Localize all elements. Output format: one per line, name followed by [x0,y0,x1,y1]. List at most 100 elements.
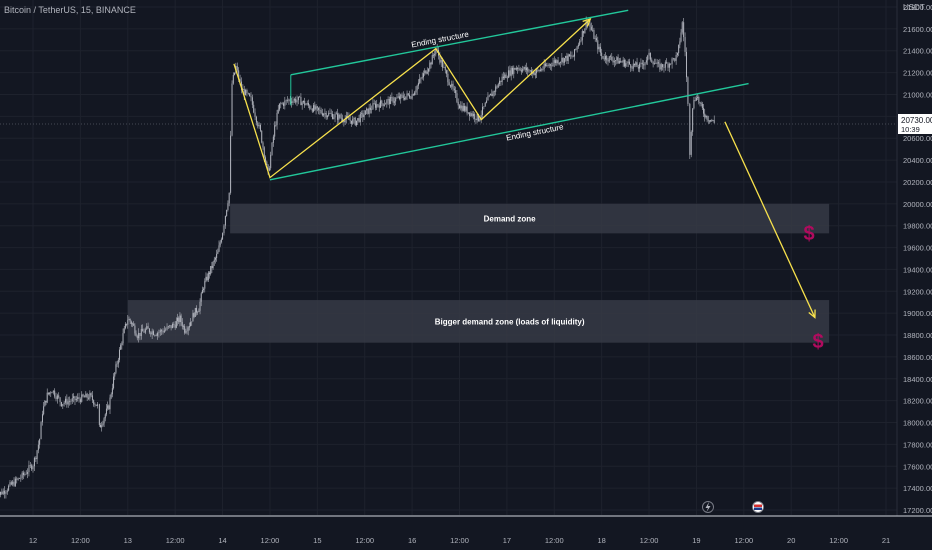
candle-body [549,64,551,66]
channel-line-2[interactable] [269,82,749,181]
candle-body [383,104,385,106]
candle-body [398,96,400,100]
flag-icon[interactable] [752,501,764,513]
candle-body [670,63,672,65]
x-tick-label: 13 [124,536,132,545]
candle-body [608,56,610,62]
zigzag-wave[interactable] [233,18,591,179]
candle-body [16,478,18,480]
candle-body [517,68,519,70]
candle-body [534,73,536,76]
candle-body [158,332,160,334]
candle-body [91,395,93,401]
candle-body [77,397,79,399]
candle-body [333,117,335,119]
candle-body [577,44,579,47]
candle-body [376,104,378,108]
y-tick-label: 17800.00 [903,440,932,449]
candle-body [658,62,660,64]
candle-body [495,86,497,92]
candle-body [542,69,544,70]
candle-body [584,28,586,34]
candle-body [378,105,380,108]
candle-body [679,41,681,45]
candle-body [159,330,161,333]
last-price-label: 20730.00 10:39 [898,114,932,135]
candle-body [390,96,392,105]
candle-body [511,67,513,74]
candle-body [683,22,685,38]
candle-body [617,57,619,64]
candle-body [339,114,341,118]
candle-body [278,103,280,110]
candle-body [612,59,614,63]
candle-body [469,112,471,116]
candle-body [506,77,508,79]
candle-body [338,114,340,120]
candle-body [432,55,434,56]
candle-body [487,96,489,101]
candle-body [484,102,486,107]
candle-body [492,91,494,97]
candle-body [501,76,503,82]
candle-body [50,392,52,394]
candle-body [144,329,146,333]
candle-body [220,239,222,243]
candle-body [555,60,557,64]
candle-body [435,48,437,55]
candle-body [400,94,402,100]
candle-body [397,96,399,98]
candle-body [551,65,553,67]
candle-body [342,118,344,121]
candle-body [499,80,501,85]
candle-body [232,74,234,84]
candle-body [10,482,12,485]
y-tick-label: 20200.00 [903,178,932,187]
candle-body [25,473,27,475]
x-tick-label: 17 [503,536,511,545]
candle-body [603,58,605,60]
candle-body [561,57,563,62]
candle-body [115,364,117,373]
candle-body [666,62,668,64]
demand-zones: Demand zone Bigger demand zone (loads of … [127,203,830,343]
candle-body [64,398,66,403]
candle-body [620,61,622,62]
candle-body [5,492,7,494]
candle-body [253,104,255,113]
candle-body [538,70,540,72]
candle-body [471,113,473,117]
time-axis[interactable]: 12 12:00 13 12:00 14 12:00 15 12:00 16 12:00 17 12:… [0,515,932,545]
candle-body [70,401,72,402]
candle-body [192,313,194,322]
candle-body [288,99,290,101]
x-tick-label: 12:00 [545,536,564,545]
candle-body [224,215,226,226]
candle-body [649,52,651,60]
candle-body [652,61,654,65]
candle-body [301,102,303,106]
candle-body [599,46,601,53]
candle-body [275,124,277,126]
candle-body [200,293,202,302]
candle-body [174,324,176,328]
candle-body [547,65,549,66]
projection-arrow[interactable] [724,121,816,318]
channel-line-1[interactable] [290,9,629,76]
candle-body [434,54,436,56]
candle-body [340,117,342,119]
candle-body [69,401,71,402]
candle-body [453,88,455,91]
candle-body [447,73,449,83]
candle-body [171,323,173,329]
candle-body [181,322,183,327]
candle-body [479,118,481,121]
candle-body [632,63,634,69]
y-tick-label: 21000.00 [903,90,932,99]
candle-body [693,100,695,109]
candle-body [213,259,215,262]
candle-body [566,56,568,61]
candle-body [570,55,572,57]
lightning-icon[interactable] [702,501,714,513]
